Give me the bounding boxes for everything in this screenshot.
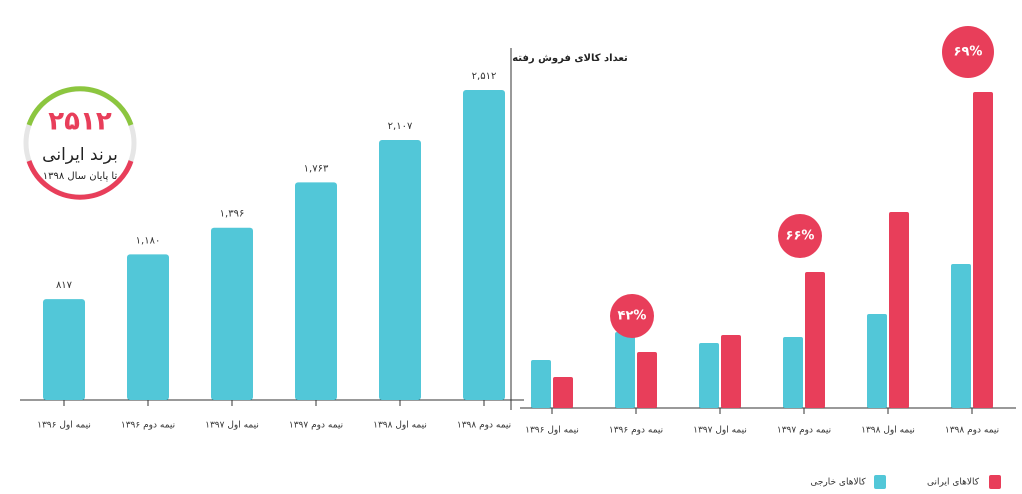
x-tick-label: نیمه اول ۱۳۹۸ [861, 426, 915, 436]
bar [951, 264, 971, 408]
badge-arc-top [26, 86, 134, 126]
share-label: ۴۲% [618, 309, 647, 324]
x-tick-label: نیمه اول ۱۳۹۶ [525, 426, 579, 436]
legend-swatch [989, 475, 1001, 489]
bar [211, 227, 253, 400]
bar [867, 314, 887, 408]
x-tick-label: نیمه دوم ۱۳۹۷ [777, 426, 831, 436]
share-badge [610, 294, 654, 338]
badge-value: ۲۵۱۲ [48, 107, 112, 137]
legend-label: کالاهای خارجی [810, 478, 866, 488]
value-label: ۱,۷۶۳ [304, 163, 329, 174]
badge-title: برند ایرانی [42, 145, 118, 165]
value-label: ۲,۱۰۷ [388, 121, 413, 132]
value-label: ۱,۱۸۰ [136, 235, 161, 246]
bar [553, 377, 573, 408]
bar [699, 343, 719, 408]
bar [637, 352, 657, 408]
bar [973, 92, 993, 408]
bar [615, 332, 635, 408]
bar [43, 299, 85, 400]
share-label: ۶۹% [954, 45, 983, 60]
x-tick-label: نیمه اول ۱۳۹۶ [37, 421, 91, 431]
share-badge [942, 26, 994, 78]
x-tick-label: نیمه دوم ۱۳۹۸ [945, 426, 999, 436]
x-tick-label: نیمه دوم ۱۳۹۶ [609, 426, 663, 436]
bar [295, 182, 337, 400]
legend-label: کالاهای ایرانی [927, 478, 980, 488]
bar [721, 335, 741, 408]
value-label: ۱,۳۹۶ [220, 209, 245, 220]
bar [889, 212, 909, 408]
share-label: ۶۶% [786, 229, 815, 244]
x-tick-label: نیمه اول ۱۳۹۷ [693, 426, 747, 436]
x-tick-label: نیمه دوم ۱۳۹۸ [457, 421, 511, 431]
badge-arc-bottom [26, 160, 134, 200]
bar [805, 272, 825, 408]
bar [783, 337, 803, 408]
share-badge [778, 214, 822, 258]
value-label: ۸۱۷ [56, 280, 73, 291]
bar [531, 360, 551, 408]
legend-swatch [874, 475, 886, 489]
bar [463, 90, 505, 400]
x-tick-label: نیمه اول ۱۳۹۷ [205, 421, 259, 431]
bar [127, 254, 169, 400]
chart-title: تعداد کالای فروش رفته [512, 53, 628, 64]
x-tick-label: نیمه دوم ۱۳۹۷ [289, 421, 343, 431]
value-label: ۲,۵۱۲ [472, 71, 497, 82]
bar [379, 139, 421, 400]
x-tick-label: نیمه اول ۱۳۹۸ [373, 421, 427, 431]
badge-subtitle: تا پایان سال ۱۳۹۸ [43, 171, 118, 182]
x-tick-label: نیمه دوم ۱۳۹۶ [121, 421, 175, 431]
